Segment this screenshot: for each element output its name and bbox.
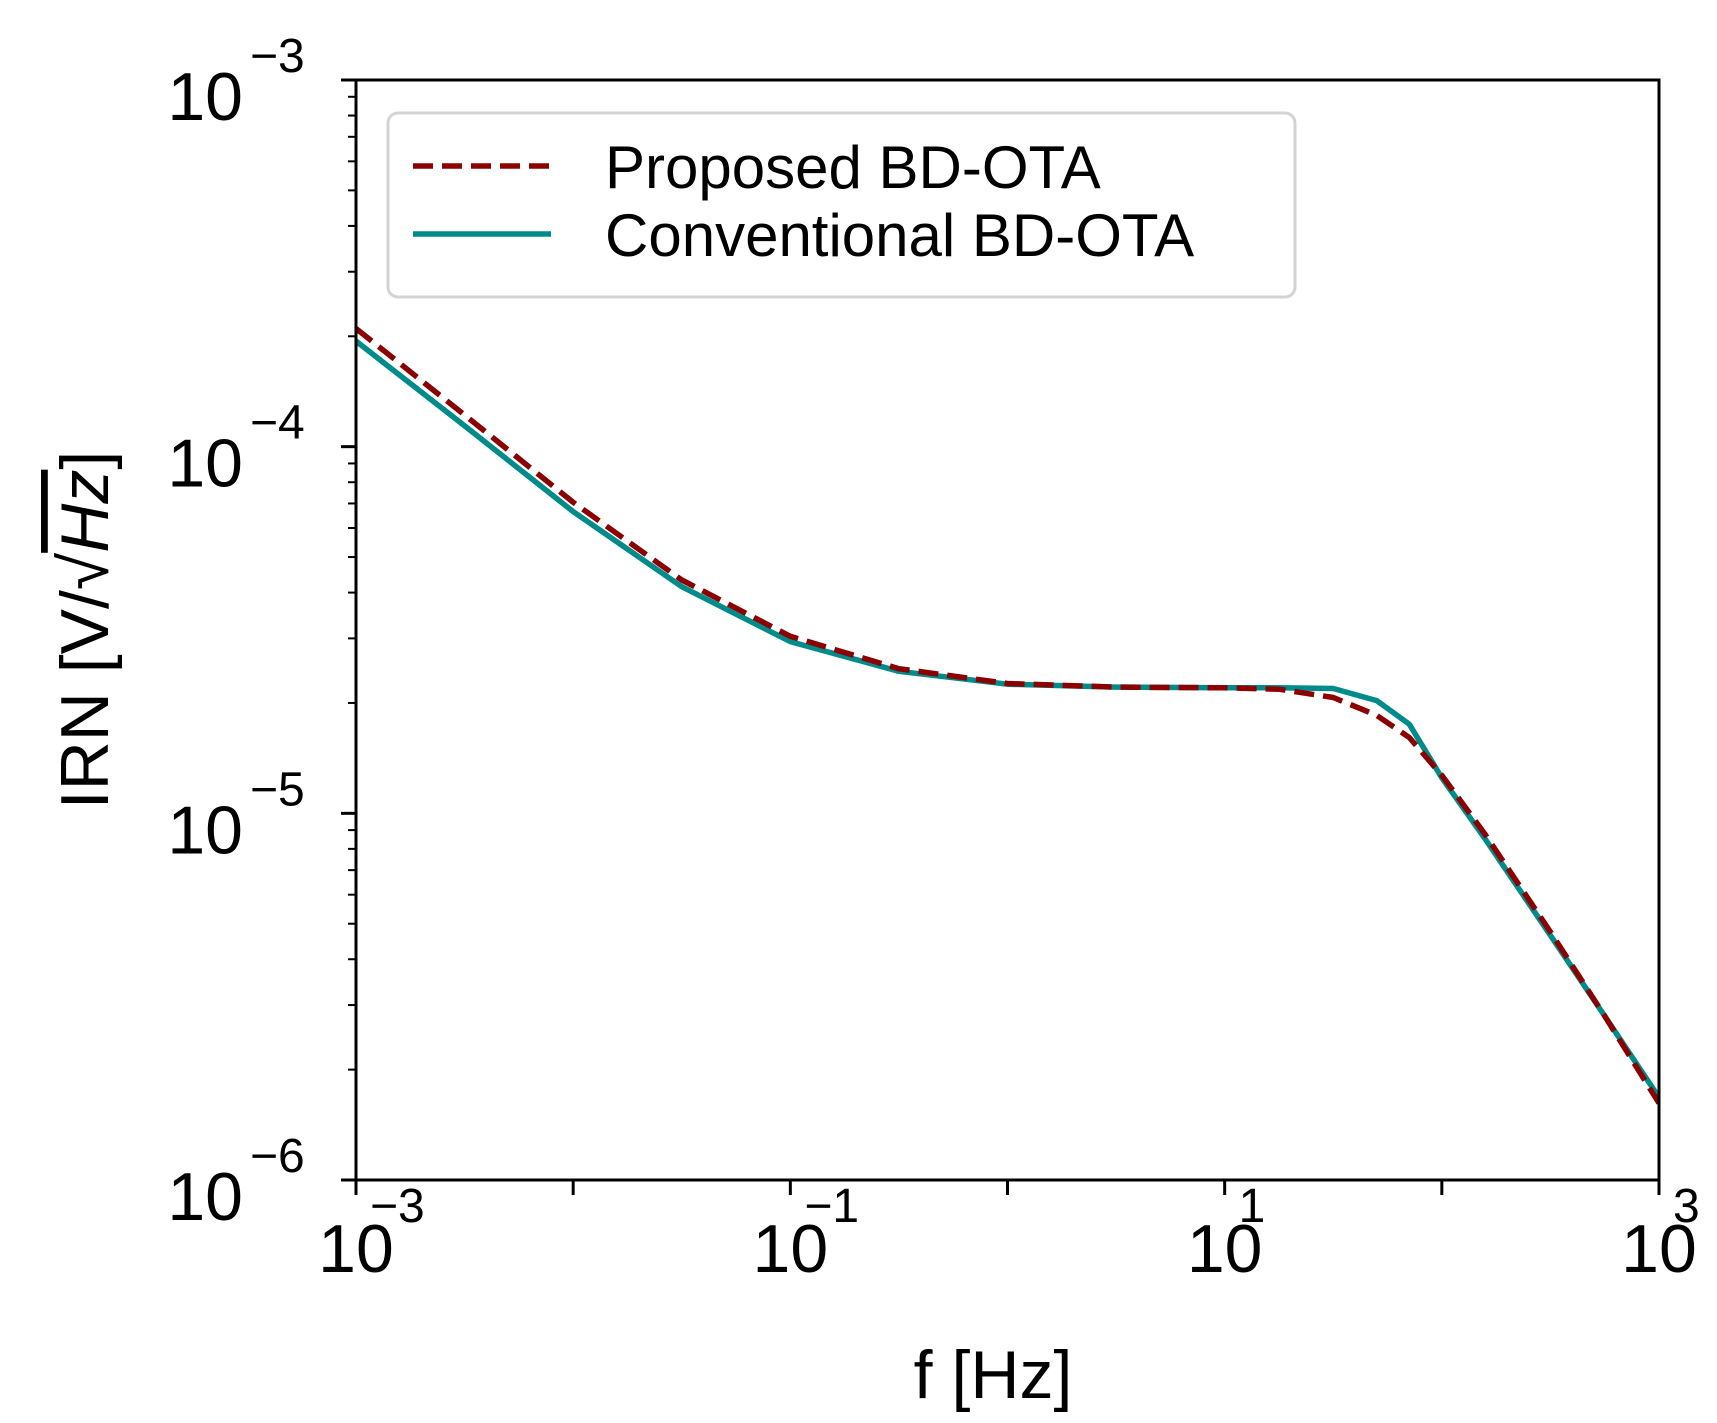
- x-tick-label: 101: [1187, 1180, 1266, 1287]
- axes: [341, 78, 1661, 1195]
- x-tick-base: 10: [753, 1211, 829, 1287]
- sqrt-symbol: √: [47, 552, 123, 590]
- y-axis-label: IRN [V/√Hz]: [47, 451, 123, 809]
- legend-box: [386, 111, 1297, 299]
- x-axis-label: f [Hz]: [914, 1337, 1073, 1413]
- legend: Proposed BD-OTA Conventional BD-OTA: [386, 111, 1297, 299]
- y-tick-label: 10−3: [167, 30, 304, 135]
- y-tick-exponent: −3: [250, 30, 305, 83]
- legend-label-proposed: Proposed BD-OTA: [605, 134, 1101, 201]
- svg-text:IRN [V/√Hz]: IRN [V/√Hz]: [47, 451, 123, 809]
- x-tick-base: 10: [318, 1211, 394, 1287]
- y-axis-label-radicand: Hz: [47, 470, 123, 553]
- x-tick-base: 10: [1621, 1211, 1697, 1287]
- x-tick-label: 10−1: [753, 1180, 860, 1287]
- series-line-proposed: [356, 326, 1659, 1105]
- y-axis-label-prefix: IRN [V/: [47, 590, 123, 809]
- y-tick-label: 10−6: [167, 1130, 304, 1235]
- y-tick-base: 10: [167, 1159, 243, 1235]
- x-tick-exponent: −1: [804, 1180, 859, 1233]
- x-tick-base: 10: [1187, 1211, 1263, 1287]
- series-layer: [356, 326, 1659, 1105]
- y-tick-exponent: −4: [250, 397, 305, 450]
- y-tick-exponent: −6: [250, 1130, 305, 1183]
- legend-label-conventional: Conventional BD-OTA: [605, 202, 1194, 269]
- x-tick-label: 10−3: [318, 1180, 425, 1287]
- y-tick-exponent: −5: [250, 763, 305, 816]
- y-tick-label: 10−4: [167, 397, 304, 502]
- y-tick-base: 10: [167, 792, 243, 868]
- y-tick-base: 10: [167, 426, 243, 502]
- x-tick-exponent: −3: [370, 1180, 425, 1233]
- x-tick-exponent: 3: [1673, 1180, 1700, 1233]
- y-tick-base: 10: [167, 59, 243, 135]
- y-tick-label: 10−5: [167, 763, 304, 868]
- x-tick-label: 103: [1621, 1180, 1700, 1287]
- y-axis-label-suffix: ]: [47, 451, 123, 470]
- x-tick-exponent: 1: [1239, 1180, 1266, 1233]
